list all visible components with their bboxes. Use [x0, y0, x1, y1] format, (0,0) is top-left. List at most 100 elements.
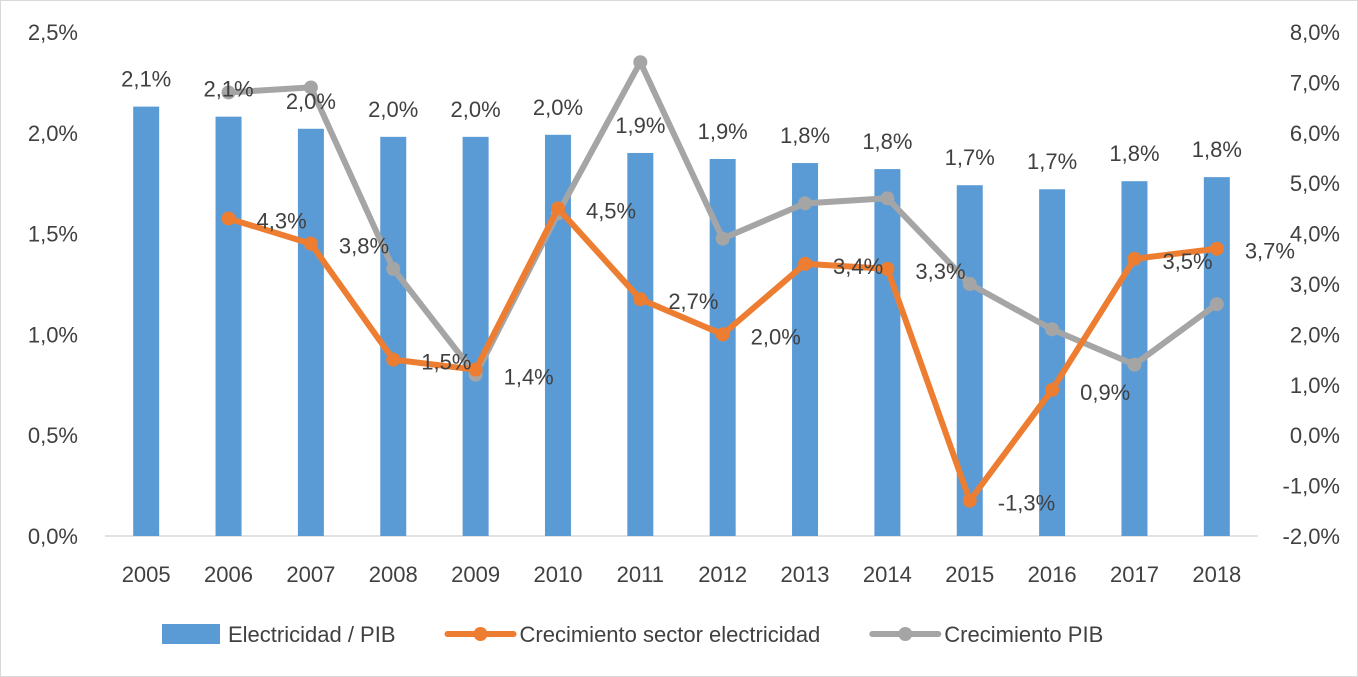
line-data-label: 1,4%	[504, 365, 554, 390]
bar-data-label: 1,7%	[1027, 149, 1077, 174]
legend-label: Electricidad / PIB	[228, 622, 396, 647]
right-axis-tick-label: 2,0%	[1290, 322, 1340, 347]
line-point	[468, 362, 483, 377]
line-data-label: -1,3%	[998, 491, 1055, 516]
bar-data-label: 1,9%	[615, 113, 665, 138]
x-axis-tick-label: 2015	[945, 562, 994, 587]
line-data-label: 0,9%	[1080, 380, 1130, 405]
legend-marker	[898, 627, 913, 641]
right-axis-tick-label: 7,0%	[1290, 70, 1340, 95]
line-point	[880, 261, 895, 276]
left-axis-tick-label: 0,5%	[28, 423, 78, 448]
right-axis-tick-label: 6,0%	[1290, 121, 1340, 146]
bar-data-label: 1,8%	[1109, 141, 1159, 166]
line-point	[221, 85, 236, 100]
line-data-label: 4,5%	[586, 198, 636, 223]
left-axis-tick-label: 1,0%	[28, 322, 78, 347]
legend-label: Crecimiento sector electricidad	[520, 622, 821, 647]
right-axis-tick-label: 8,0%	[1290, 20, 1340, 45]
line-point	[1045, 322, 1060, 337]
legend-swatch	[162, 624, 220, 644]
line-data-label: 2,7%	[668, 289, 718, 314]
right-axis-tick-label: 5,0%	[1290, 171, 1340, 196]
bar-data-label: 2,0%	[451, 97, 501, 122]
line-point	[798, 256, 813, 271]
x-axis-tick-label: 2011	[617, 562, 664, 587]
left-axis-tick-label: 1,5%	[28, 222, 78, 247]
line-point	[715, 327, 730, 342]
bar-data-label: 2,1%	[121, 67, 171, 92]
line-point	[715, 231, 730, 246]
x-axis-tick-label: 2009	[451, 562, 500, 587]
bar-data-label: 1,9%	[698, 119, 748, 144]
left-axis-tick-label: 2,5%	[28, 20, 78, 45]
left-axis-tick-label: 0,0%	[28, 524, 78, 549]
right-axis-tick-label: -1,0%	[1283, 474, 1340, 499]
line-data-label: 3,4%	[833, 254, 883, 279]
data-labels: 2,1% 2,1% 2,0% 2,0% 2,0% 2,0% 1,9% 1,9% 1,8% 1,8%…	[121, 67, 1295, 516]
left-axis-tick-label: 2,0%	[28, 121, 78, 146]
line-point	[1127, 357, 1142, 372]
legend-label: Crecimiento PIB	[944, 622, 1103, 647]
x-axis-tick-label: 2014	[863, 562, 912, 587]
x-axis-tick-label: 2008	[369, 562, 418, 587]
bar	[627, 152, 654, 536]
line-point	[303, 80, 318, 95]
bar	[215, 116, 242, 536]
right-axis-tick-label: 1,0%	[1290, 373, 1340, 398]
bar	[874, 169, 901, 536]
axes: 0,0% 0,5% 1,0% 1,5% 2,0% 2,5% -2,0% -1,0% 0,0% 1,…	[28, 20, 1340, 587]
bar-data-label: 2,0%	[533, 95, 583, 120]
bar	[380, 136, 407, 536]
bar-data-label: 1,7%	[945, 145, 995, 170]
legend-marker	[473, 627, 488, 641]
line-point	[303, 236, 318, 251]
line-data-label: 4,3%	[257, 208, 307, 233]
line-point	[962, 277, 977, 291]
x-axis-tick-label: 2012	[698, 562, 747, 587]
right-axis-tick-label: -2,0%	[1283, 524, 1340, 549]
line-point	[386, 261, 401, 276]
right-axis-tick-label: 0,0%	[1290, 423, 1340, 448]
line-point	[1209, 241, 1224, 256]
bar-data-label: 2,1%	[203, 77, 253, 102]
line-point	[633, 292, 648, 307]
line-point	[798, 196, 813, 211]
line-point	[1127, 251, 1142, 266]
line-data-label: 3,5%	[1162, 249, 1212, 274]
line-point	[386, 352, 401, 367]
x-axis-tick-label: 2017	[1110, 562, 1159, 587]
line-data-label: 3,7%	[1245, 239, 1295, 264]
x-axis-tick-label: 2013	[781, 562, 830, 587]
line-series	[221, 55, 1224, 508]
line-data-label: 3,8%	[339, 234, 389, 259]
bar	[133, 106, 160, 536]
line-point	[221, 211, 236, 226]
bar	[1039, 189, 1066, 537]
x-axis-tick-label: 2016	[1028, 562, 1077, 587]
line-data-label: 2,0%	[751, 324, 801, 349]
bar-data-label: 2,0%	[368, 97, 418, 122]
line-point	[962, 493, 977, 508]
bar-data-label: 1,8%	[780, 123, 830, 148]
bar	[462, 136, 489, 536]
x-axis-tick-label: 2010	[533, 562, 582, 587]
line-point	[550, 201, 565, 216]
bar	[297, 128, 324, 536]
line-point	[633, 55, 648, 70]
line-point	[1209, 297, 1224, 312]
bar-data-label: 1,8%	[1192, 137, 1242, 162]
right-axis-tick-label: 3,0%	[1290, 272, 1340, 297]
legend: Electricidad / PIB Crecimiento sector ele…	[162, 622, 1103, 647]
bar-data-label: 2,0%	[286, 89, 336, 114]
line-point	[1045, 382, 1060, 397]
x-axis-tick-label: 2005	[122, 562, 171, 587]
x-axis-tick-label: 2006	[204, 562, 253, 587]
line-data-label: 3,3%	[915, 259, 965, 284]
bar	[792, 163, 819, 537]
x-axis-tick-label: 2018	[1192, 562, 1241, 587]
line-point	[880, 191, 895, 206]
right-axis-tick-label: 4,0%	[1290, 222, 1340, 247]
